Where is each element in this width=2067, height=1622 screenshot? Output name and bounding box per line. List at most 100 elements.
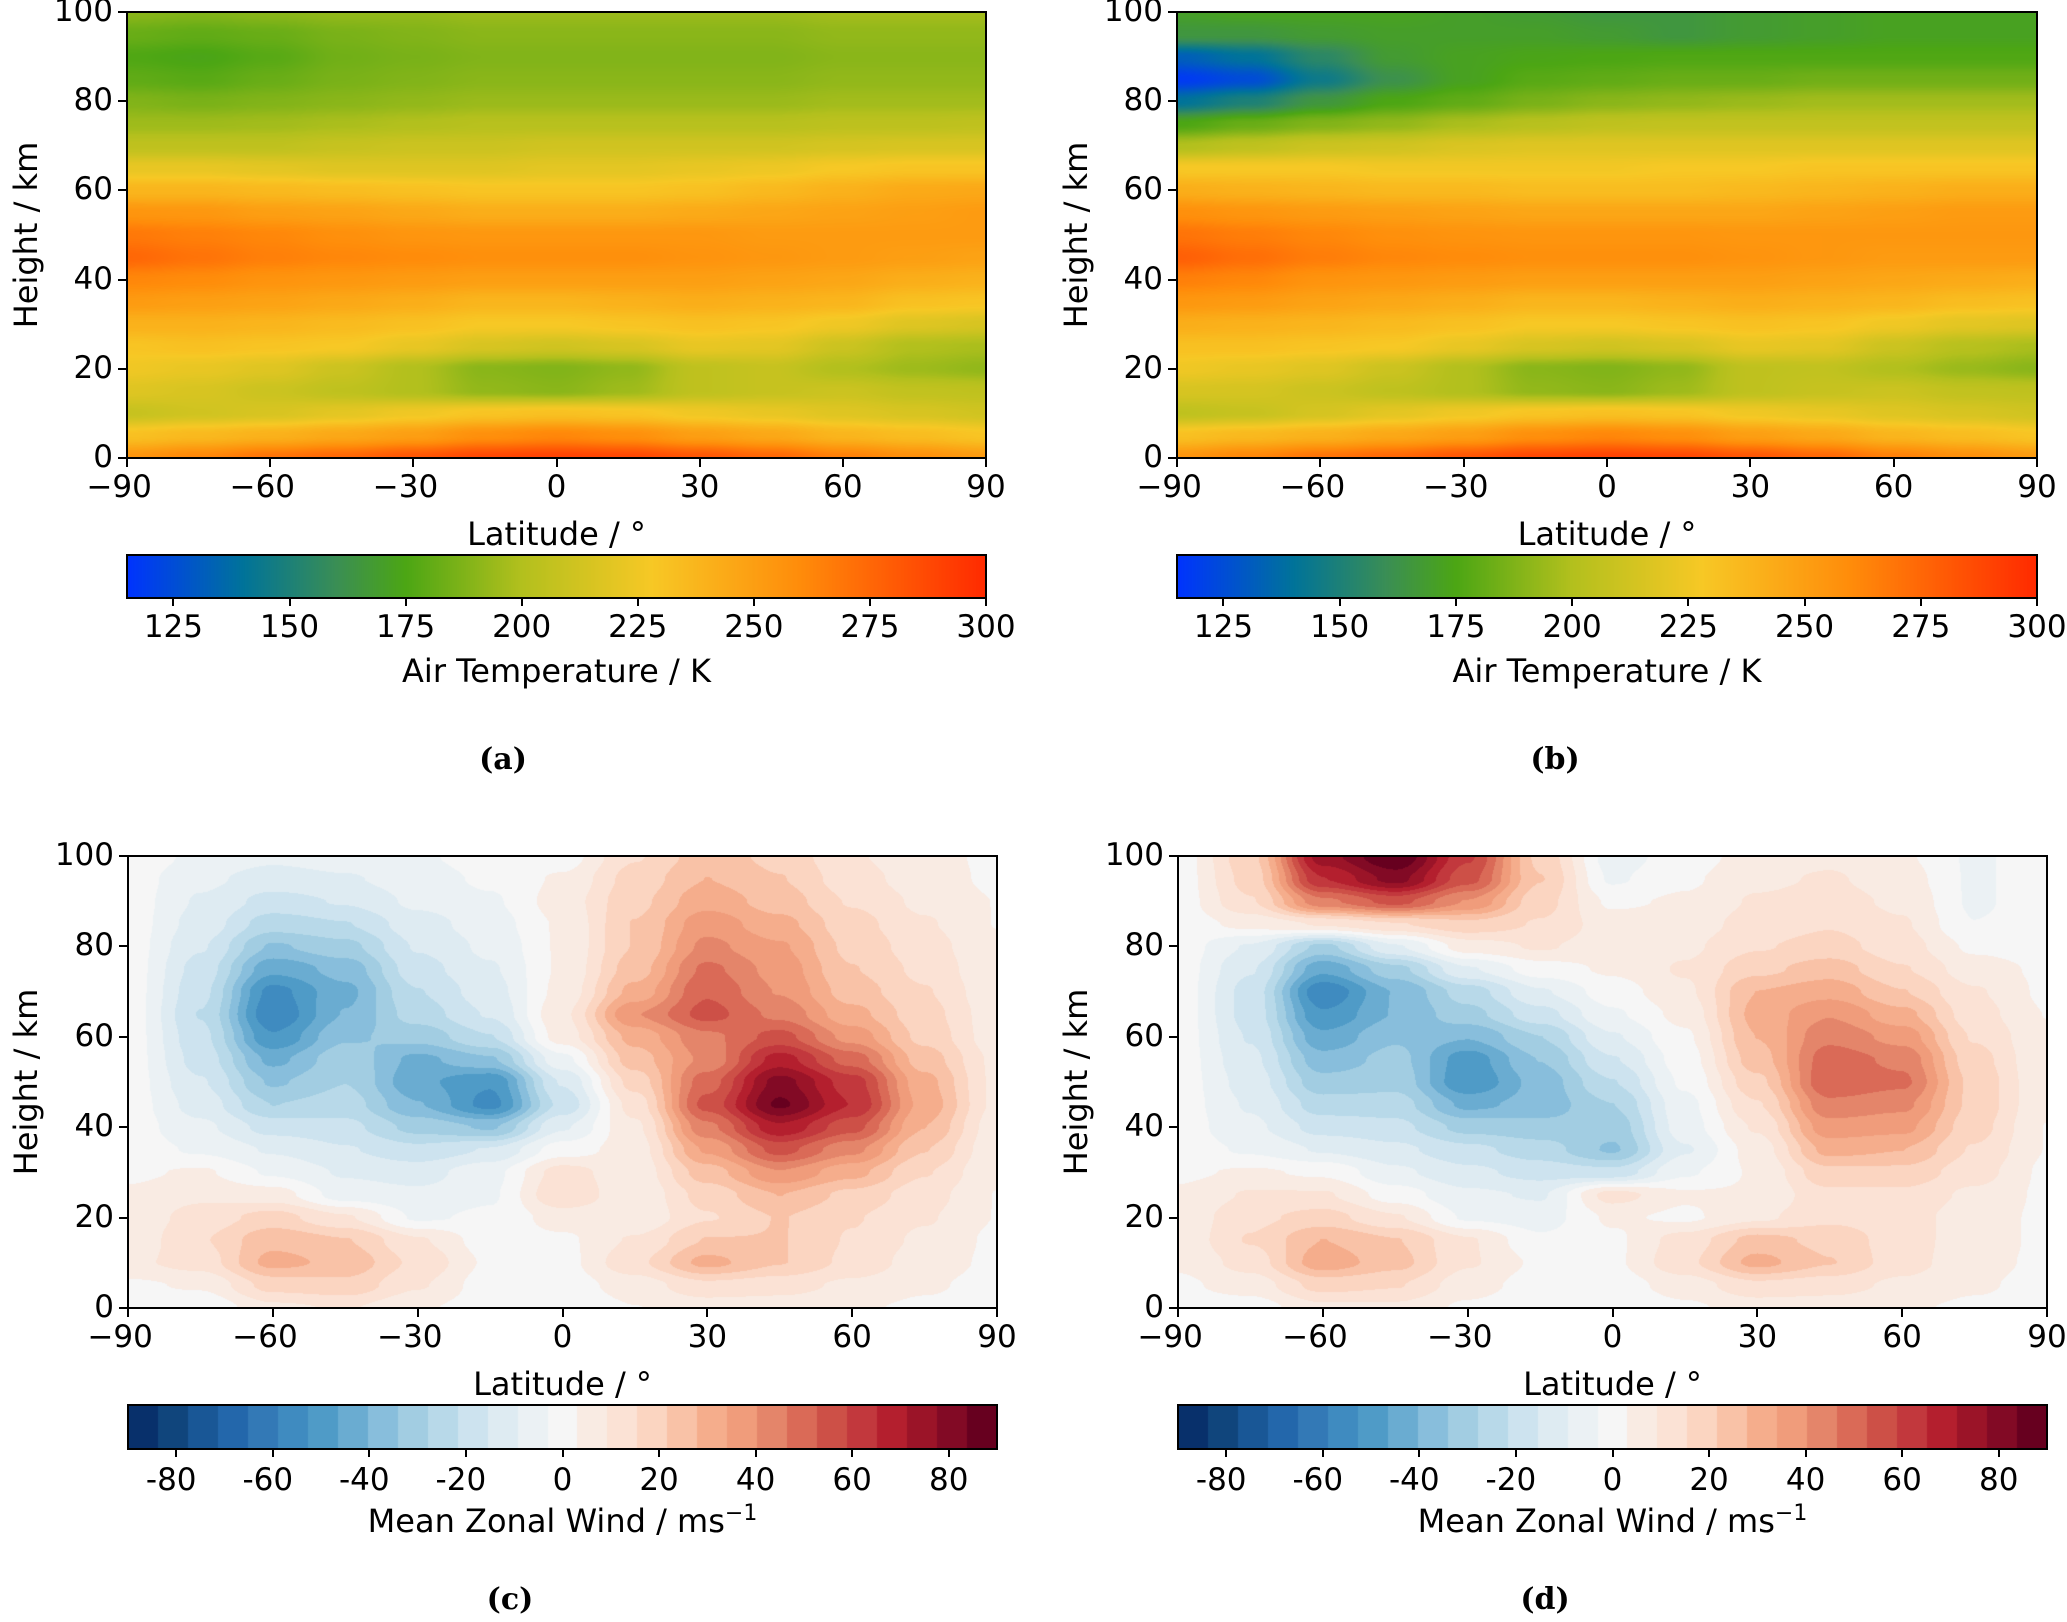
y-tick — [1168, 11, 1177, 13]
colorbar-tick-label: 40 — [1785, 1462, 1826, 1498]
y-tick — [119, 1035, 128, 1038]
y-tick — [119, 1216, 128, 1219]
y-tick — [1169, 855, 1178, 857]
colorbar-tick — [1901, 1449, 1904, 1457]
x-tick — [126, 458, 128, 467]
heatmap-field-d — [1178, 856, 2047, 1308]
x-tick-label: −30 — [372, 469, 439, 505]
x-tick — [269, 458, 272, 467]
x-tick-label: 60 — [1882, 1319, 1922, 1355]
colorbar-label-superscript: −1 — [724, 1501, 758, 1526]
colorbar-tick-label: 225 — [608, 609, 668, 645]
x-tick-label: −90 — [87, 1319, 153, 1355]
y-tick-label: 40 — [74, 1108, 114, 1145]
y-tick-label: 0 — [93, 439, 113, 475]
y-tick — [119, 1126, 128, 1129]
x-tick-label: 60 — [832, 1319, 872, 1355]
colorbar-tick — [1708, 1449, 1711, 1457]
y-tick-label: 20 — [74, 1198, 114, 1235]
colorbar-tick-label: 20 — [1689, 1462, 1729, 1498]
colorbar-tick — [271, 1449, 274, 1457]
y-tick — [118, 100, 127, 103]
x-tick — [2036, 458, 2038, 467]
colorbar-tick-label: 40 — [735, 1462, 776, 1498]
colorbar-tick-label: 175 — [1426, 609, 1486, 645]
colorbar-tick-label: -60 — [242, 1462, 294, 1498]
colorbar-tick — [1514, 1449, 1517, 1457]
colorbar-tick-label: -20 — [1485, 1462, 1537, 1498]
colorbar-tick-label: -40 — [338, 1462, 390, 1498]
colorbar-tick — [1571, 598, 1574, 606]
x-tick — [555, 458, 558, 467]
colorbar-label: Air Temperature / K — [402, 655, 711, 687]
y-axis-label: Height / km — [7, 141, 45, 329]
x-tick — [1892, 458, 1895, 467]
x-axis-label: Latitude / ° — [467, 515, 646, 553]
y-axis-label: Height / km — [7, 988, 45, 1176]
colorbar-frame-b — [1176, 554, 2038, 599]
colorbar-label: Mean Zonal Wind / ms−1 — [1418, 1503, 1808, 1538]
colorbar-tick — [172, 598, 175, 606]
colorbar-tick-label: 0 — [552, 1462, 573, 1498]
colorbar-tick — [851, 1449, 854, 1457]
colorbar-frame-a — [126, 554, 987, 599]
y-tick — [1169, 1126, 1178, 1129]
x-tick-label: −90 — [1136, 469, 1202, 505]
plot-frame-c — [127, 855, 998, 1309]
x-axis-label: Latitude / ° — [1517, 515, 1697, 553]
colorbar-tick — [1687, 598, 1690, 606]
y-tick — [1169, 1307, 1178, 1309]
colorbar-label-text: Mean Zonal Wind / ms — [367, 1502, 725, 1540]
y-tick — [119, 1307, 128, 1309]
colorbar-tick — [1454, 598, 1457, 606]
colorbar-tick-label: 60 — [832, 1462, 872, 1498]
y-tick — [1168, 457, 1177, 459]
colorbar-tick-label: 200 — [492, 609, 552, 645]
colorbar-label-text: Air Temperature / K — [402, 652, 711, 690]
colorbar-tick — [404, 598, 407, 606]
x-tick — [1462, 458, 1465, 467]
colorbar-tick — [1418, 1449, 1421, 1457]
colorbar-tick — [1321, 1449, 1324, 1457]
x-tick-label: −60 — [232, 1319, 298, 1355]
colorbar-tick-label: -40 — [1388, 1462, 1440, 1498]
colorbar-tick — [368, 1449, 371, 1457]
y-tick-label: 20 — [1123, 349, 1163, 386]
x-axis-label: Latitude / ° — [473, 1365, 652, 1403]
y-tick-label: 80 — [73, 82, 113, 119]
y-tick-label: 60 — [1124, 1017, 1164, 1054]
colorbar-tick-label: 275 — [840, 609, 900, 645]
x-tick-label: 60 — [1873, 469, 1914, 505]
x-tick — [1321, 1308, 1324, 1317]
y-axis-label: Height / km — [1057, 988, 1095, 1176]
colorbar-frame-c — [127, 1404, 998, 1450]
panel-tag-b: (b) — [1530, 742, 1580, 777]
plot-frame-b — [1176, 11, 2038, 459]
y-tick-label: 40 — [1123, 260, 1163, 297]
colorbar-label-superscript: −1 — [1774, 1501, 1808, 1526]
x-tick — [2046, 1308, 2048, 1317]
x-tick-label: 90 — [966, 469, 1006, 505]
colorbar-label-text: Air Temperature / K — [1452, 652, 1762, 690]
x-tick-label: 30 — [687, 1319, 728, 1355]
colorbar-tick-label: 150 — [259, 609, 320, 645]
x-tick-label: 90 — [2027, 1319, 2067, 1355]
colorbar-tick — [1804, 1449, 1807, 1457]
colorbar-b — [1177, 555, 2037, 598]
x-tick-label: 90 — [977, 1319, 1017, 1355]
colorbar-tick-label: 275 — [1891, 609, 1951, 645]
x-tick — [851, 1308, 854, 1317]
x-tick-label: −30 — [1423, 469, 1489, 505]
x-tick — [561, 1308, 564, 1317]
colorbar-tick-label: 80 — [1978, 1462, 2019, 1498]
colorbar-tick-label: 175 — [376, 609, 436, 645]
y-tick-label: 0 — [94, 1289, 114, 1325]
x-tick-label: −30 — [377, 1319, 443, 1355]
y-tick — [119, 855, 128, 857]
y-tick — [118, 457, 127, 459]
x-tick — [1466, 1308, 1469, 1317]
colorbar-tick-label: 150 — [1310, 609, 1370, 645]
colorbar-tick — [985, 598, 987, 606]
colorbar-tick — [947, 1449, 950, 1457]
y-tick-label: 20 — [73, 349, 113, 386]
